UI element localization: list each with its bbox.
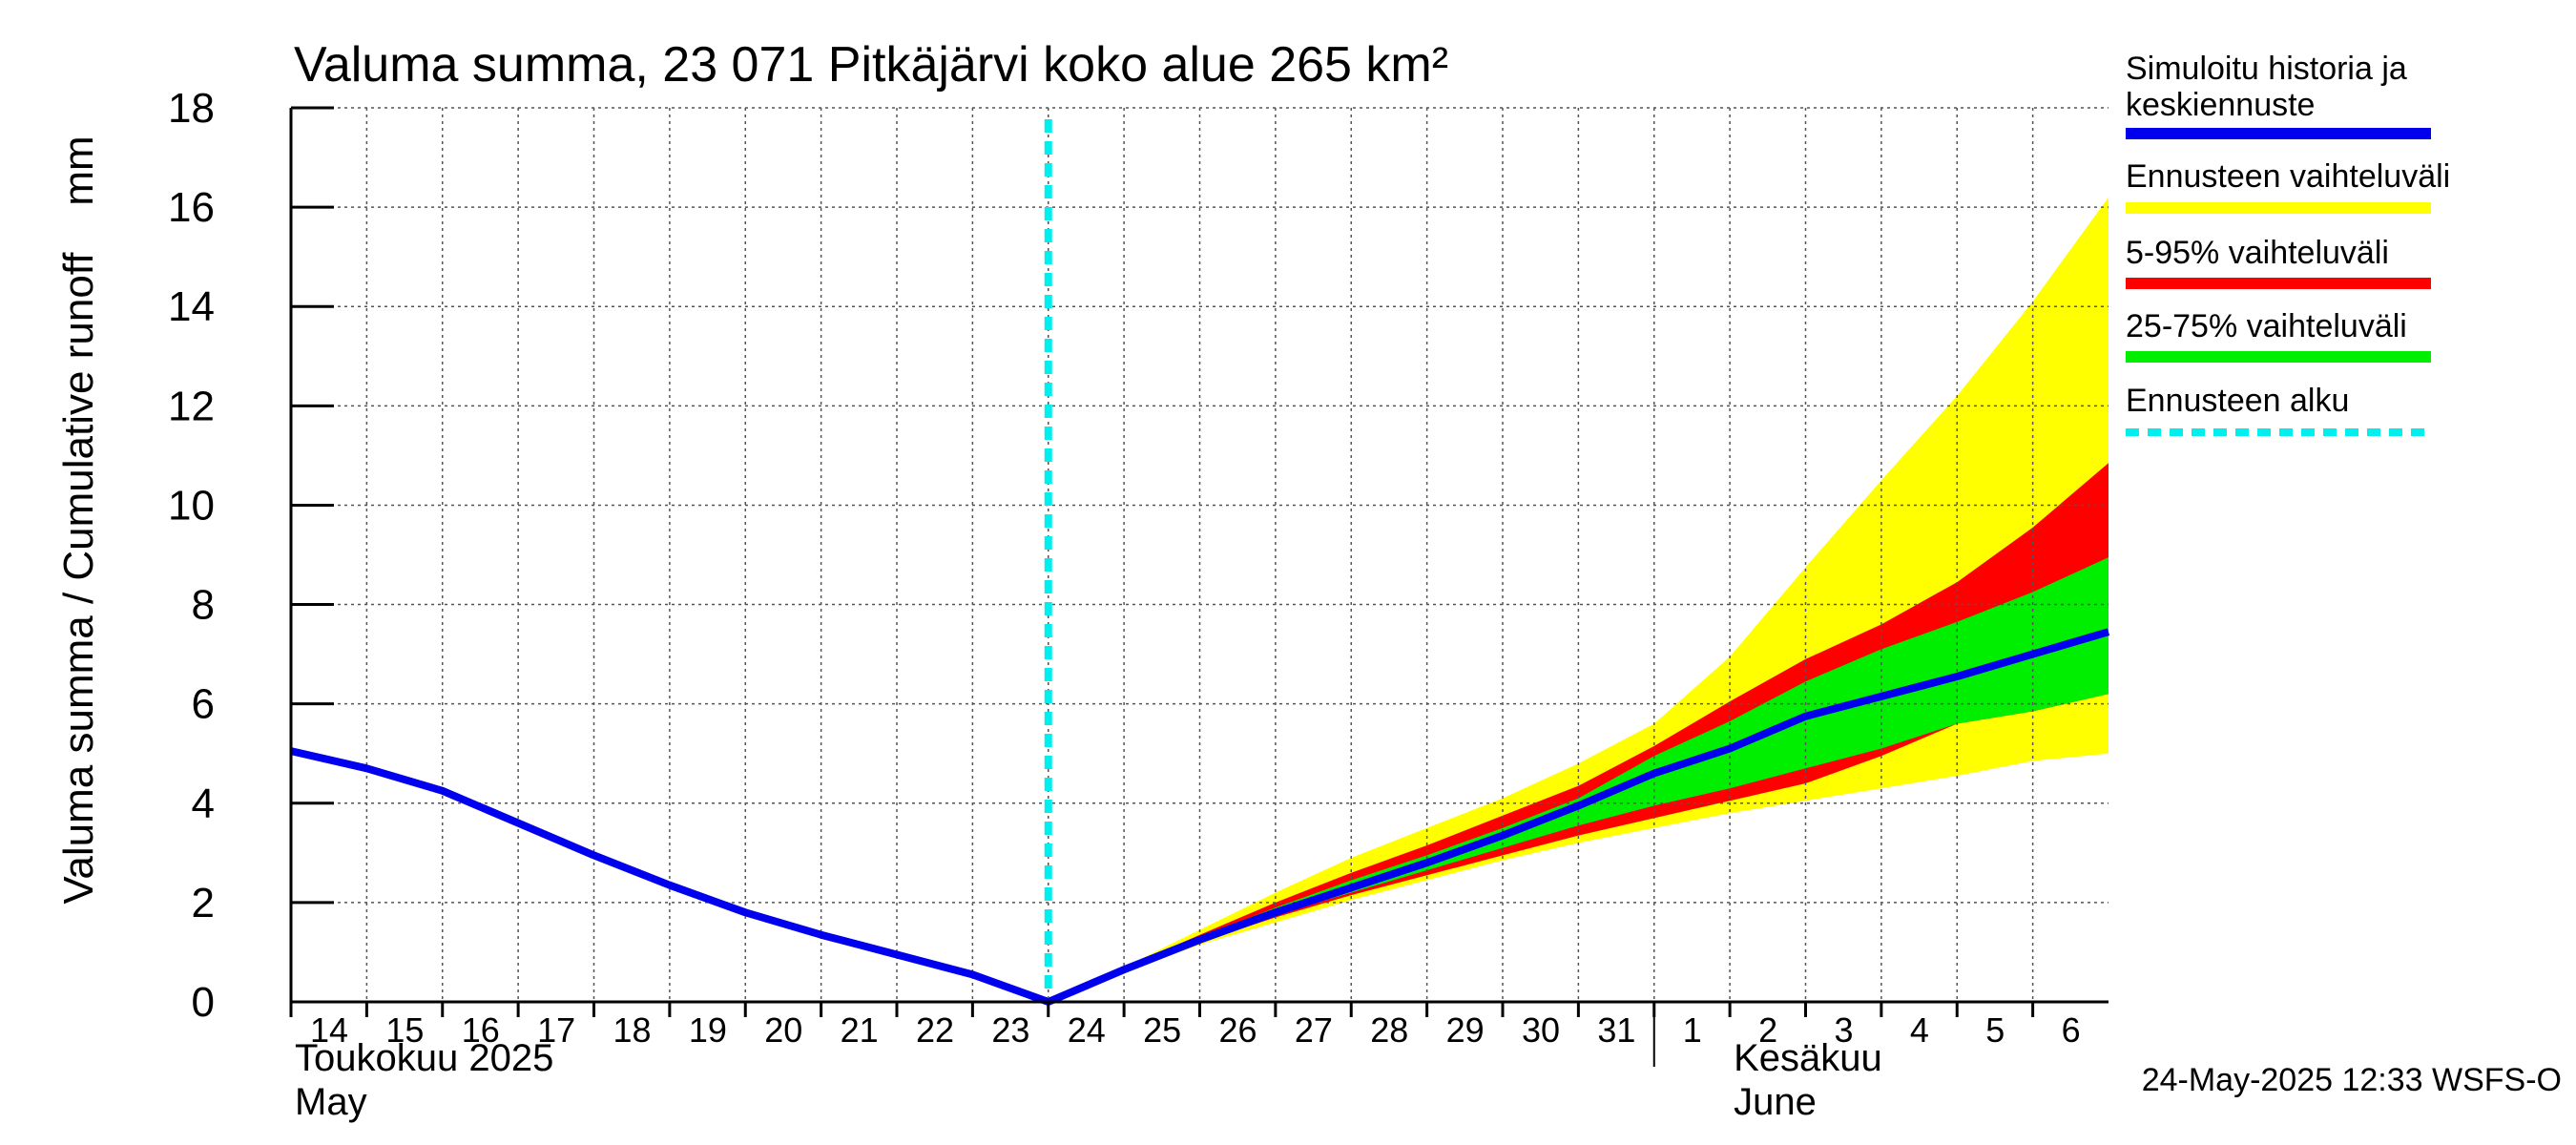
x-tick-label-0: 14 [310,1010,348,1050]
x-tick-label-5: 19 [689,1010,727,1050]
y-tick-label-1: 2 [192,880,215,926]
y-tick-label-2: 4 [192,781,215,827]
axes [289,106,2109,1067]
y-axis-label: Valuma summa / Cumulative runoff mm [55,135,102,904]
x-tick-label-17: 31 [1597,1010,1635,1050]
month-label-en-0: May [295,1081,367,1123]
y-tick-label-5: 10 [168,482,215,529]
x-tick-label-23: 6 [2062,1010,2081,1050]
legend-label-4: Ennusteen alku [2126,383,2349,419]
legend-label-line: Simuloitu historia ja [2126,51,2407,87]
y-tick-label-6: 12 [168,383,215,429]
y-tick-label-9: 18 [168,85,215,132]
x-tick-label-2: 16 [462,1010,500,1050]
x-tick-label-10: 24 [1068,1010,1106,1050]
x-tick-label-19: 2 [1758,1010,1777,1050]
x-tick-label-1: 15 [385,1010,424,1050]
x-tick-label-14: 28 [1370,1010,1408,1050]
legend-label-0: Simuloitu historia ja keskiennuste [2126,51,2407,123]
legend-label-3: 25-75% vaihteluväli [2126,308,2407,344]
band-3 [1048,557,2109,1002]
x-tick-label-12: 26 [1218,1010,1257,1050]
legend-label-line: keskiennuste [2126,87,2315,123]
month-label-fi-0: Toukokuu 2025 [295,1037,553,1079]
x-tick-label-4: 18 [613,1010,651,1050]
series-lines [290,119,2110,1006]
y-tick-label-3: 6 [192,681,215,728]
band-1 [1048,197,2109,1002]
x-tick-label-11: 25 [1143,1010,1181,1050]
x-tick-label-3: 17 [537,1010,575,1050]
y-tick-label-7: 14 [168,283,215,330]
x-tick-label-22: 5 [1985,1010,2005,1050]
median-line [290,628,2110,1006]
x-tick-label-9: 23 [991,1010,1029,1050]
month-label-en-1: June [1734,1081,1817,1123]
x-tick-label-15: 29 [1446,1010,1485,1050]
x-tick-label-7: 21 [841,1010,879,1050]
legend-label-1: Ennusteen vaihteluväli [2126,158,2450,195]
x-tick-label-20: 3 [1834,1010,1853,1050]
x-tick-label-6: 20 [764,1010,802,1050]
x-tick-label-16: 30 [1522,1010,1560,1050]
x-tick-label-8: 22 [916,1010,954,1050]
x-tick-label-21: 4 [1910,1010,1929,1050]
x-tick-label-18: 1 [1683,1010,1702,1050]
chart-title: Valuma summa, 23 071 Pitkäjärvi koko alu… [294,37,1448,93]
y-tick-label-8: 16 [168,184,215,231]
x-tick-label-13: 27 [1295,1010,1333,1050]
legend-label-2: 5-95% vaihteluväli [2126,235,2389,271]
y-tick-label-4: 8 [192,582,215,629]
forecast-bands [1048,197,2109,1002]
month-label-fi-1: Kesäkuu [1734,1037,1882,1079]
y-tick-label-0: 0 [192,979,215,1026]
footer-timestamp: 24-May-2025 12:33 WSFS-O [2142,1062,2562,1098]
legend: Simuloitu historia ja keskiennuste Ennuste… [2126,51,2450,436]
